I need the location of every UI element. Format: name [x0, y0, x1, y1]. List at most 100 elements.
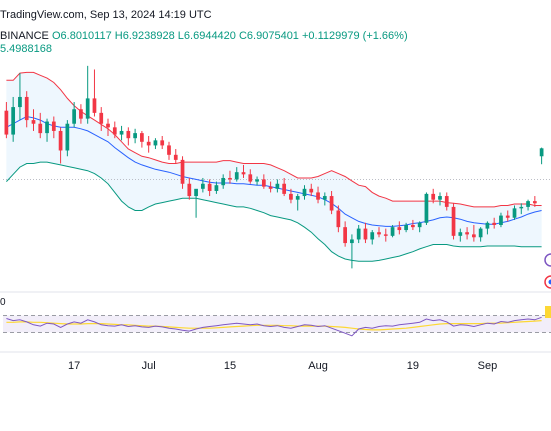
candle-body [343, 227, 348, 244]
x-tick-label: Sep [478, 360, 498, 372]
candle [390, 224, 395, 238]
candle [282, 177, 287, 197]
candle [187, 177, 192, 200]
candle-body [275, 183, 280, 189]
candle [11, 96, 16, 142]
candle [241, 164, 246, 178]
candle-body [221, 177, 226, 186]
watermark-text: TradingView.com, Sep 13, 2024 14:19 UTC [0, 9, 212, 21]
rsi-ma-line [6, 320, 542, 331]
candle [38, 112, 43, 139]
candle [451, 203, 456, 240]
candle [512, 205, 517, 220]
candle [322, 192, 327, 206]
candle [478, 227, 483, 242]
indicator-marker-icon[interactable] [544, 253, 551, 267]
candle [99, 107, 104, 131]
candle [519, 203, 524, 215]
candle-body [512, 208, 517, 218]
candle [221, 174, 226, 189]
candle [411, 219, 415, 231]
price-pane [3, 65, 551, 269]
candle-body [390, 227, 395, 236]
candle-body [255, 179, 259, 182]
candle-body [146, 141, 151, 146]
candle [485, 221, 490, 235]
candle-body [519, 206, 524, 209]
x-tick-label: 15 [224, 360, 236, 372]
candle-body [241, 172, 246, 175]
candle-body [133, 133, 137, 139]
candle-body [404, 224, 408, 231]
indicator-value: 5.4988168 [0, 43, 52, 55]
candle-body [180, 159, 185, 184]
candle [458, 228, 463, 242]
candle-body [526, 201, 530, 207]
candle-body [106, 123, 110, 128]
open-value: O6.8010117 [51, 30, 112, 42]
candle-body [350, 239, 354, 244]
candle [370, 230, 375, 245]
alert-marker-dot-icon [548, 279, 551, 285]
low-value: L6.6944420 [177, 30, 236, 42]
candle-body [295, 196, 300, 200]
alert-marker-icon[interactable] [544, 275, 551, 289]
candle-body [112, 127, 117, 135]
candle [92, 69, 97, 117]
candle-body [99, 112, 104, 124]
rsi-band-fill [3, 315, 551, 333]
candle-body [444, 196, 449, 207]
candle [417, 221, 422, 233]
candle-body [85, 98, 90, 119]
candle [471, 224, 476, 242]
candle-body [126, 130, 131, 139]
change-value: +0.1129979 (+1.66%) [302, 30, 408, 42]
candle [309, 183, 314, 197]
candle [106, 118, 110, 137]
candle-body [207, 183, 212, 191]
candle-body [140, 133, 144, 142]
candle-body [431, 193, 436, 200]
candle-body [187, 183, 192, 197]
candle [45, 118, 49, 142]
candle-body [363, 228, 368, 240]
candle-body [539, 148, 544, 157]
candle-body [173, 154, 178, 160]
candle [444, 192, 449, 211]
candle [207, 179, 212, 197]
side-icons [544, 253, 551, 318]
candle-body [397, 227, 402, 231]
candle [85, 65, 90, 124]
candle [424, 192, 429, 225]
candle [404, 222, 408, 233]
candle-body [228, 177, 232, 180]
candle [329, 190, 334, 215]
candle [383, 228, 388, 242]
candle [167, 141, 171, 160]
candle-body [58, 130, 63, 151]
candle-body [356, 228, 361, 240]
candle [119, 125, 124, 141]
candle [302, 185, 307, 200]
candle-body [492, 222, 497, 225]
candle [356, 224, 361, 244]
candle [65, 120, 70, 157]
rsi-line [6, 316, 542, 337]
candle [18, 73, 22, 121]
candle [499, 212, 503, 228]
x-tick-label: Jul [142, 360, 156, 372]
candle [72, 102, 77, 128]
candle [492, 217, 497, 229]
candle-body [248, 174, 253, 182]
candle [363, 222, 368, 244]
candle-body [411, 224, 415, 228]
candle [24, 91, 29, 128]
candle-body [485, 222, 490, 229]
candle [126, 127, 131, 146]
candle-body [329, 196, 334, 211]
ohlc-legend: BINANCE O6.8010117 H6.9238928 L6.6944420… [0, 30, 408, 42]
candle-body [451, 206, 456, 236]
candle [465, 227, 469, 240]
candle-body [214, 185, 219, 191]
